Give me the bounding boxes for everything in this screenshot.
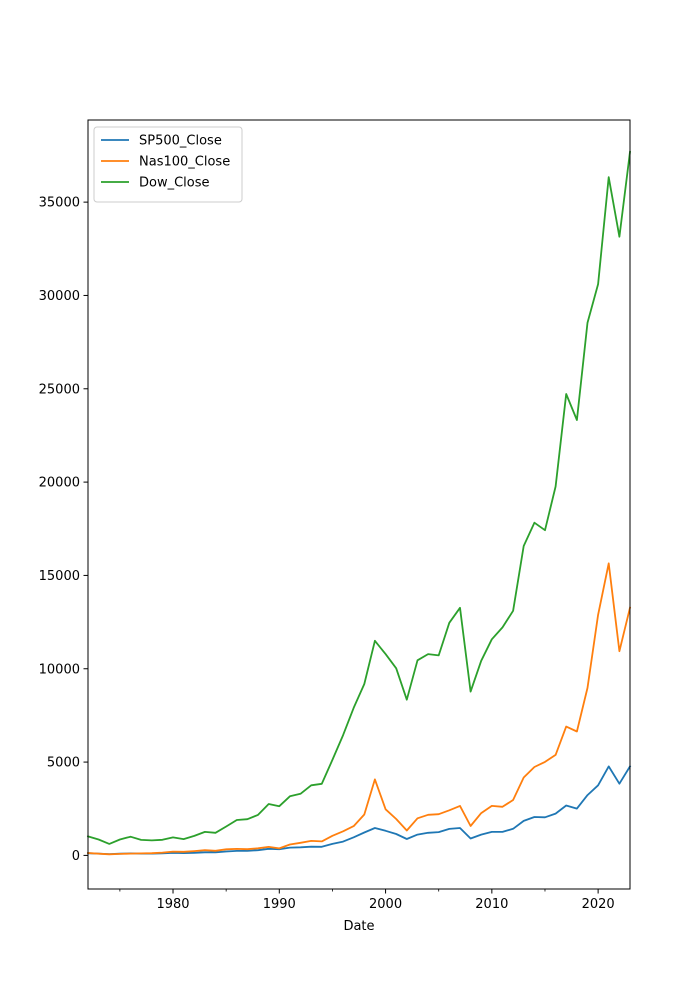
y-tick-label: 25000: [39, 382, 80, 397]
series-line-sp500-close: [87, 765, 632, 855]
x-tick-label: 1990: [263, 897, 296, 912]
legend-label: Nas100_Close: [139, 155, 230, 170]
legend-box: [93, 126, 243, 203]
x-tick-label: 2020: [582, 897, 615, 912]
x-tick-label: 2000: [369, 897, 402, 912]
x-axis-label: Date: [343, 919, 374, 934]
y-axis: 0 5000 10000 15000 20000 25000 30000 35000: [39, 196, 88, 864]
y-tick-label: 5000: [47, 756, 80, 771]
legend: SP500_Close Nas100_Close Dow_Close: [93, 126, 243, 203]
series-line-nas100-close: [87, 562, 632, 856]
x-axis: 1980 1990 2000 2010 2020: [119, 889, 615, 912]
series-lines: [86, 150, 632, 856]
legend-label: Dow_Close: [139, 176, 210, 191]
y-tick-label: 15000: [39, 569, 80, 584]
y-tick-label: 0: [72, 849, 80, 864]
y-tick-label: 20000: [39, 476, 80, 491]
x-tick-label: 1980: [156, 897, 189, 912]
x-tick-label: 2010: [475, 897, 508, 912]
y-tick-label: 10000: [39, 662, 80, 677]
series-line-dow-close: [86, 150, 632, 845]
y-tick-label: 30000: [39, 289, 80, 304]
y-tick-label: 35000: [39, 196, 80, 211]
legend-label: SP500_Close: [139, 134, 222, 149]
plot-frame: [87, 119, 631, 890]
